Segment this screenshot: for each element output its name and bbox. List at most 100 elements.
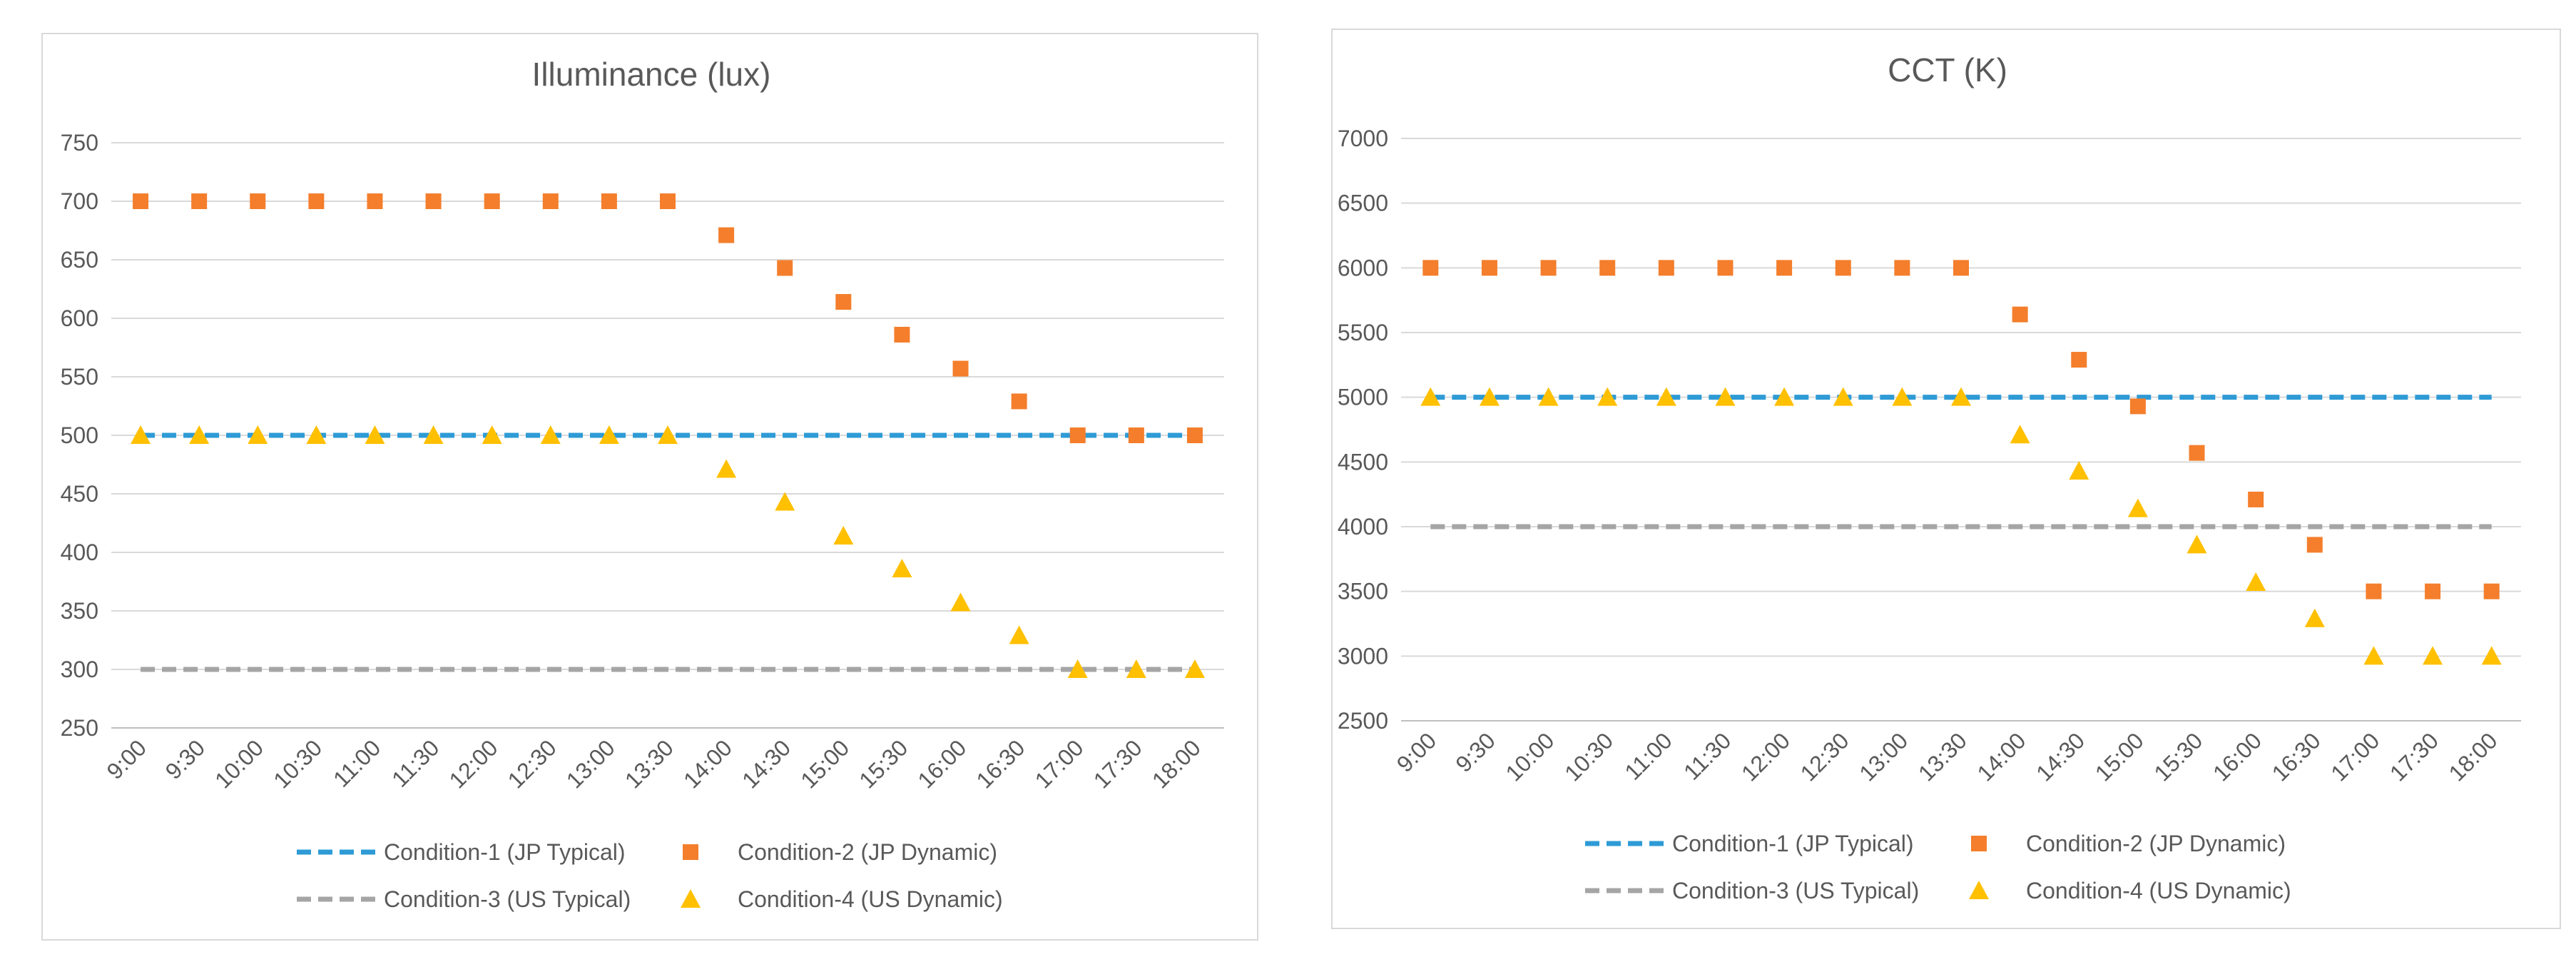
y-tick-label: 3000 <box>1338 643 1388 669</box>
legend-label: Condition-4 (US Dynamic) <box>738 886 1003 912</box>
x-tick-label: 9:30 <box>1450 727 1500 776</box>
series-2-point <box>308 193 325 209</box>
x-tick-label: 13:30 <box>620 734 678 793</box>
legend-item: Condition-4 (US Dynamic) <box>681 886 1003 912</box>
series-2-point <box>777 260 793 276</box>
x-tick-label: 16:30 <box>972 734 1030 793</box>
y-tick-label: 700 <box>61 188 98 214</box>
legend-label: Condition-3 (US Typical) <box>1672 878 1919 903</box>
x-tick-label: 10:00 <box>1500 727 1559 786</box>
y-tick-label: 5500 <box>1338 320 1388 345</box>
x-tick-label: 17:00 <box>1030 734 1089 793</box>
y-tick-label: 300 <box>61 657 98 682</box>
series-4-point <box>248 425 268 444</box>
series-2-point <box>191 193 208 209</box>
series-4-point <box>1479 387 1500 406</box>
series-4-point <box>2246 572 2266 591</box>
series-2-point <box>601 193 617 209</box>
x-tick-label: 11:00 <box>1619 727 1676 784</box>
y-tick-label: 600 <box>61 305 98 331</box>
series-4-point <box>2304 608 2325 627</box>
series-4-point <box>131 425 151 444</box>
series-2-point <box>718 227 735 243</box>
cct-chart-svg: CCT (K) 2500 3000 3500 4000 4500 5000 5500 6000 6… <box>1338 51 2521 903</box>
series-2-point <box>1894 260 1910 276</box>
y-tick-label: 4500 <box>1338 449 1388 475</box>
series-2-point <box>1953 260 1969 276</box>
series-2-point <box>1717 260 1734 276</box>
series-2-point <box>1776 260 1793 276</box>
series-4-point <box>306 425 327 444</box>
y-tick-label: 750 <box>61 130 98 156</box>
series-4-point <box>1126 659 1146 678</box>
series-4-point <box>1067 659 1088 678</box>
series-2-point <box>2306 537 2323 553</box>
series-4-point <box>775 492 795 511</box>
series-2-point <box>1835 260 1851 276</box>
series-4-point <box>599 425 619 444</box>
series-2-point <box>425 193 442 209</box>
x-tick-label: 11:30 <box>387 734 444 791</box>
series-4-point <box>950 592 971 612</box>
series-4-point <box>1892 387 1913 406</box>
series-2-point <box>133 193 149 209</box>
x-tick-label: 13:30 <box>1913 727 1972 786</box>
series-2-point <box>2483 583 2500 599</box>
illuminance-chart: Illuminance (lux) 250 300 350 400 450 500 550 60… <box>41 33 1258 941</box>
y-tick-label: 350 <box>61 598 98 624</box>
x-tick-label: 17:30 <box>1089 734 1147 793</box>
series-4-point <box>1597 387 1618 406</box>
x-tick-label: 10:00 <box>210 734 268 793</box>
y-tick-label: 400 <box>61 540 98 565</box>
x-tick-label: 10:30 <box>1559 727 1618 786</box>
x-tick-label: 9:00 <box>102 734 151 784</box>
series-2-point <box>894 326 910 343</box>
illuminance-chart-svg: Illuminance (lux) 250 300 350 400 450 500 550 60… <box>61 56 1224 912</box>
x-tick-label: 14:30 <box>2031 727 2089 786</box>
x-tick-label: 17:00 <box>2326 727 2384 786</box>
x-tick-label: 11:00 <box>328 734 385 791</box>
x-tick-label: 9:30 <box>161 734 210 784</box>
legend-item: Condition-4 (US Dynamic) <box>1969 878 2291 903</box>
y-tick-label: 6500 <box>1338 191 1388 216</box>
y-tick-label: 7000 <box>1338 126 1388 151</box>
x-tick-label: 15:30 <box>2149 727 2207 786</box>
series-2-point <box>2248 491 2264 507</box>
legend-swatch <box>683 844 698 860</box>
series-2-point <box>1422 260 1439 276</box>
series-4-point <box>540 425 561 444</box>
x-tick-label: 9:00 <box>1392 727 1441 776</box>
series-2-point <box>952 360 969 377</box>
legend-item: Condition-2 (JP Dynamic) <box>683 839 997 865</box>
series-4-point <box>365 425 385 444</box>
series-4-point <box>2010 425 2030 444</box>
x-tick-label: 14:30 <box>737 734 795 793</box>
series-4-point <box>2069 461 2089 480</box>
series-4-point <box>658 425 678 444</box>
series-2-point <box>1599 260 1616 276</box>
x-tick-label: 11:30 <box>1679 727 1736 784</box>
series-4-point <box>189 425 210 444</box>
series-4-point <box>1951 387 1971 406</box>
series-4-point <box>2481 646 2502 665</box>
y-tick-label: 2500 <box>1338 708 1388 734</box>
legend-item: Condition-1 (JP Typical) <box>297 839 626 865</box>
chart-title: Illuminance (lux) <box>532 56 771 93</box>
x-tick-label: 17:30 <box>2385 727 2443 786</box>
cct-chart: CCT (K) 2500 3000 3500 4000 4500 5000 5500 6000 6… <box>1331 29 2561 929</box>
x-tick-label: 12:00 <box>444 734 503 793</box>
series-2-point <box>1658 260 1674 276</box>
series-2-point <box>542 193 559 209</box>
series-4-point <box>423 425 444 444</box>
legend-item: Condition-2 (JP Dynamic) <box>1971 831 2286 856</box>
chart-title: CCT (K) <box>1888 51 2007 88</box>
y-tick-label: 450 <box>61 481 98 507</box>
legend-swatch <box>1971 836 1987 851</box>
legend-label: Condition-1 (JP Typical) <box>384 839 626 865</box>
y-tick-label: 3500 <box>1338 579 1388 604</box>
y-tick-label: 5000 <box>1338 385 1388 410</box>
legend-label: Condition-4 (US Dynamic) <box>2026 878 2291 903</box>
series-2-point <box>367 193 383 209</box>
series-2-point <box>2189 445 2205 461</box>
x-tick-label: 15:00 <box>795 734 854 793</box>
